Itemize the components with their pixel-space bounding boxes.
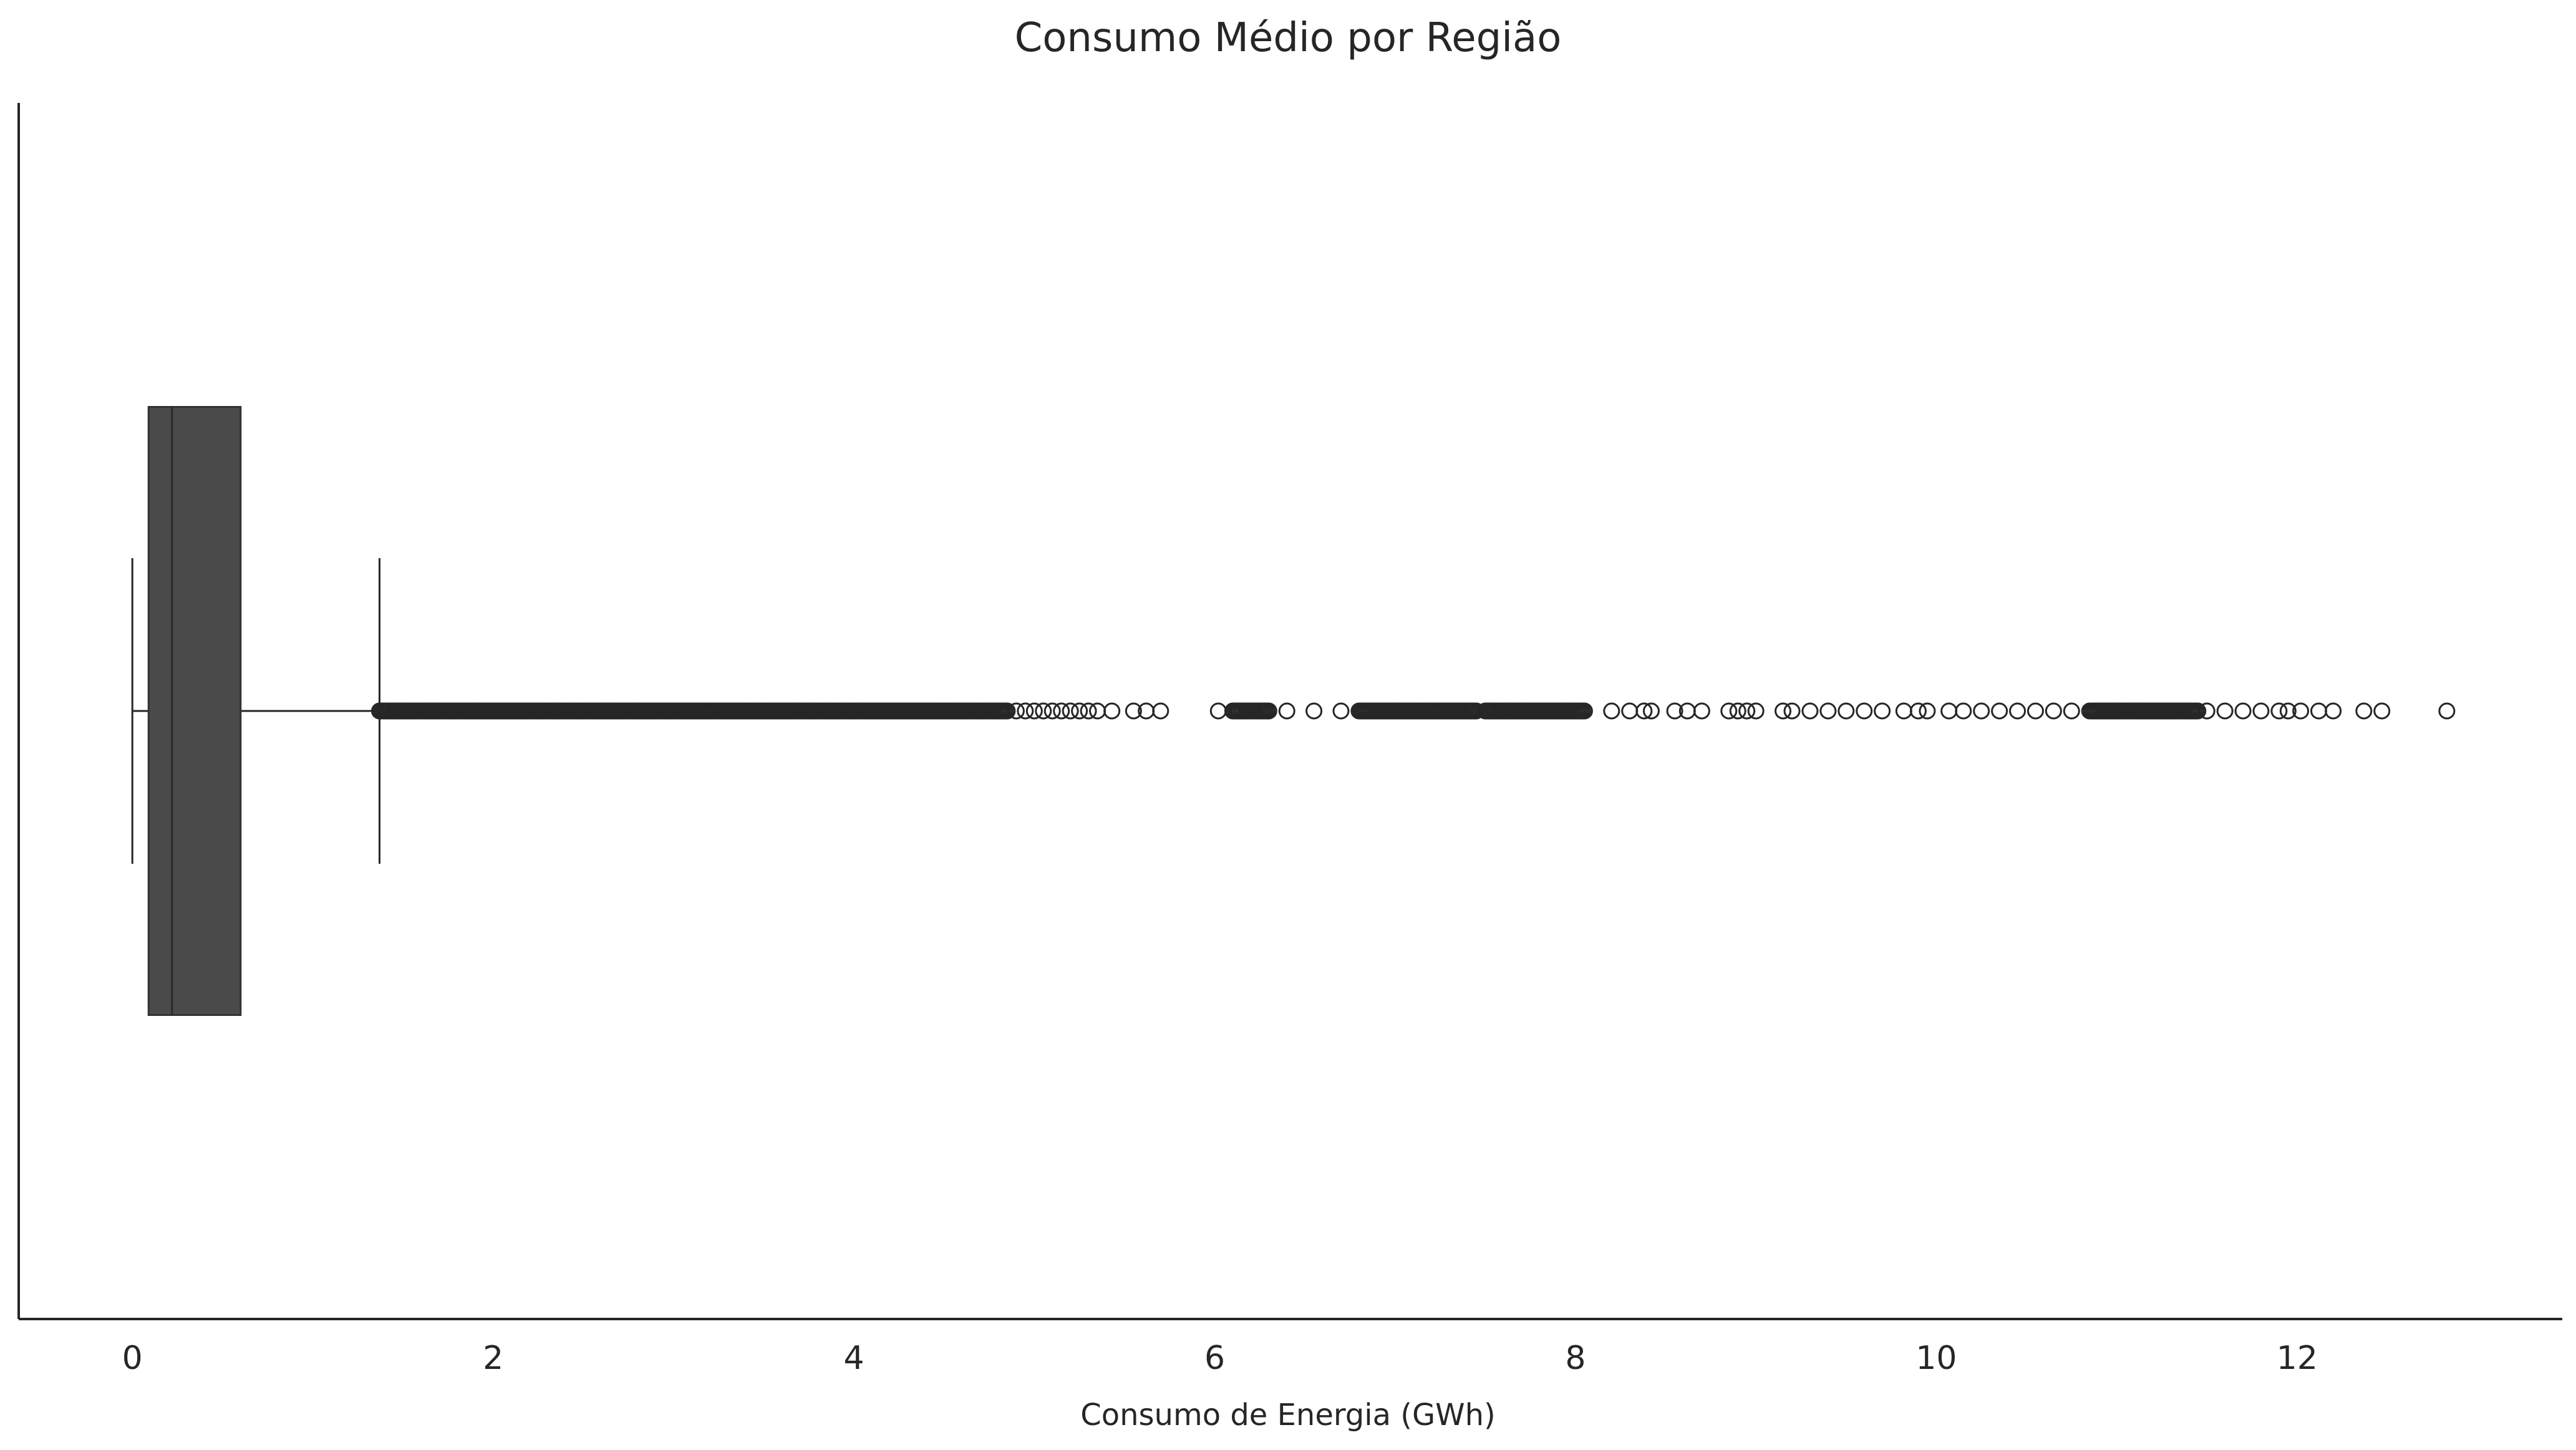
- x-tick-label: 8: [1565, 1340, 1586, 1377]
- outlier-point: [999, 702, 1016, 720]
- x-tick-label: 6: [1204, 1340, 1225, 1377]
- chart-title: Consumo Médio por Região: [1015, 15, 1562, 61]
- outlier-point: [2009, 702, 2026, 720]
- plot-area: [131, 406, 2456, 1016]
- outlier-point: [1486, 702, 1503, 720]
- outlier-point: [1260, 702, 1277, 720]
- x-tick-label: 0: [122, 1340, 143, 1377]
- outlier-point: [2355, 702, 2373, 720]
- outlier-point: [1035, 702, 1052, 720]
- outlier-point: [1895, 702, 1912, 720]
- outlier-point: [2252, 702, 2270, 720]
- x-tick-label: 2: [483, 1340, 503, 1377]
- outlier-point: [1278, 702, 1295, 720]
- iqr-box: [147, 406, 242, 1016]
- outlier-point: [1955, 702, 1972, 720]
- outlier-point: [2045, 702, 2062, 720]
- outlier-point: [1125, 702, 1142, 720]
- outlier-point: [2026, 702, 2044, 720]
- x-tick-label: 10: [1915, 1340, 1957, 1377]
- outlier-point: [1103, 702, 1121, 720]
- outlier-point: [1043, 702, 1061, 720]
- outlier-point: [1305, 702, 1323, 720]
- outlier-point: [2063, 702, 2080, 720]
- outlier-point: [1635, 702, 1653, 720]
- outlier-point: [1919, 702, 1936, 720]
- outlier-point: [2216, 702, 2234, 720]
- outlier-point: [1513, 702, 1530, 720]
- outlier-point: [1838, 702, 1855, 720]
- outlier-point: [1775, 702, 1792, 720]
- outlier-point: [1801, 702, 1819, 720]
- outlier-point: [1874, 702, 1891, 720]
- outlier-point: [2234, 702, 2252, 720]
- outlier-point: [2292, 702, 2310, 720]
- outlier-point: [1089, 702, 1106, 720]
- outlier-point: [1621, 702, 1639, 720]
- outlier-point: [1576, 702, 1593, 720]
- outlier-point: [1738, 702, 1756, 720]
- x-tick-label: 12: [2277, 1340, 2318, 1377]
- outlier-point: [1693, 702, 1710, 720]
- outlier-point: [2325, 702, 2342, 720]
- x-axis-ticks: 0 2 4 6 8 10 12: [122, 1340, 2318, 1377]
- outlier-point: [1071, 702, 1088, 720]
- outlier-point: [1856, 702, 1873, 720]
- outlier-point: [1017, 702, 1034, 720]
- outlier-point: [1973, 702, 1990, 720]
- outlier-point: [2270, 702, 2288, 720]
- outlier-point: [1783, 702, 1801, 720]
- outlier-point: [2438, 702, 2456, 720]
- x-axis-label: Consumo de Energia (GWh): [1080, 1398, 1496, 1433]
- outlier-point: [1209, 702, 1227, 720]
- outlier-points: [370, 702, 2456, 720]
- outlier-point: [1991, 702, 2008, 720]
- outlier-point: [1152, 702, 1169, 720]
- outlier-point: [2310, 702, 2328, 720]
- outlier-point: [1229, 702, 1247, 720]
- outlier-point: [1053, 702, 1070, 720]
- outlier-point: [1909, 702, 1927, 720]
- outlier-point: [1819, 702, 1837, 720]
- outlier-point: [2373, 702, 2391, 720]
- outlier-point: [1642, 702, 1660, 720]
- outlier-point: [1062, 702, 1079, 720]
- outlier-point: [1080, 702, 1097, 720]
- outlier-point: [2189, 702, 2207, 720]
- outlier-point: [1940, 702, 1958, 720]
- outlier-point: [1007, 702, 1025, 720]
- outlier-point: [1603, 702, 1620, 720]
- outlier-point: [2279, 702, 2297, 720]
- outlier-point: [1666, 702, 1683, 720]
- outlier-point: [1332, 702, 1350, 720]
- outlier-point: [1747, 702, 1765, 720]
- outlier-point: [2198, 702, 2215, 720]
- outlier-point: [1025, 702, 1043, 720]
- x-tick-label: 4: [844, 1340, 864, 1377]
- outlier-point: [1729, 702, 1746, 720]
- outlier-point: [1720, 702, 1738, 720]
